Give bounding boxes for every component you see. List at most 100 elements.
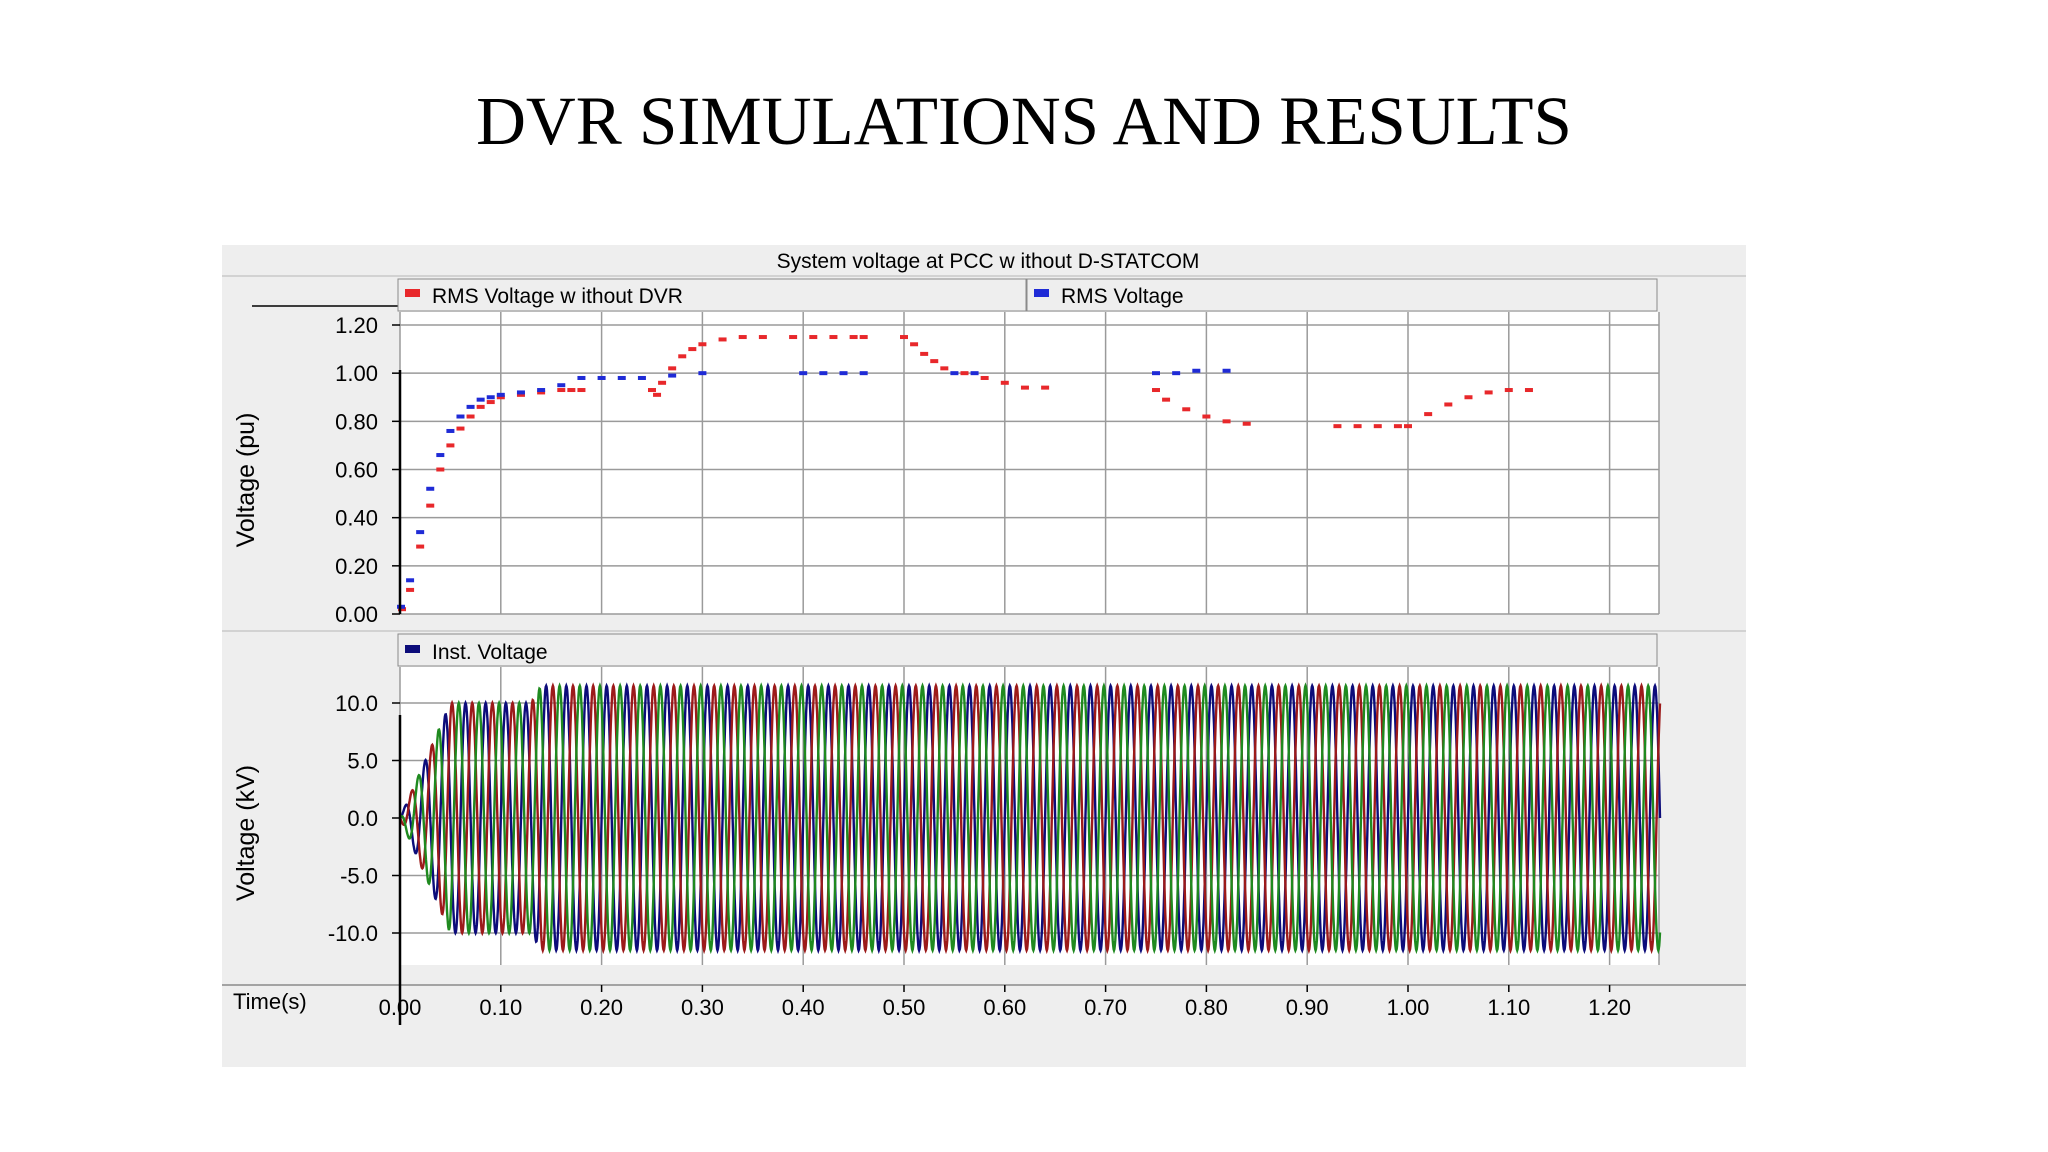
- rms-without-dvr-point: [1524, 388, 1533, 393]
- rms-without-dvr-point: [516, 392, 525, 397]
- rms-voltage-point: [597, 375, 606, 380]
- x-tick-label: 0.50: [883, 995, 926, 1020]
- x-tick-label: 0.70: [1084, 995, 1127, 1020]
- rms-voltage-point: [819, 371, 828, 376]
- x-tick-label: 0.40: [782, 995, 825, 1020]
- legend-swatch-rms-without-dvr: [405, 289, 420, 297]
- rms-voltage-point: [698, 371, 707, 376]
- x-tick-label: 1.20: [1588, 995, 1631, 1020]
- rms-without-dvr-point: [960, 371, 969, 376]
- x-tick-label: 0.90: [1286, 995, 1329, 1020]
- rms-without-dvr-point: [758, 335, 767, 340]
- rms-without-dvr-point: [1404, 424, 1412, 429]
- rms-voltage-point: [436, 453, 445, 458]
- slide-title: DVR SIMULATIONS AND RESULTS: [476, 83, 1572, 159]
- rms-without-dvr-point: [1222, 419, 1231, 424]
- rms-without-dvr-point: [466, 414, 475, 419]
- top-plot-area: [400, 312, 1659, 614]
- rms-without-dvr-point: [1182, 407, 1191, 412]
- legend-box-bottom: [397, 633, 1658, 667]
- legend-swatch-inst-voltage: [405, 645, 420, 653]
- rms-without-dvr-point: [809, 335, 818, 340]
- rms-voltage-point: [496, 392, 505, 397]
- rms-voltage-point: [799, 371, 808, 376]
- top-y-tick-label: 1.00: [335, 361, 378, 386]
- rms-voltage-point: [668, 373, 677, 378]
- bottom-y-tick-label: -5.0: [340, 864, 378, 889]
- rms-without-dvr-point: [446, 443, 455, 448]
- rms-voltage-point: [476, 397, 485, 402]
- bottom-ylabel: Voltage (kV): [232, 765, 260, 901]
- rms-without-dvr-point: [476, 404, 485, 409]
- rms-without-dvr-point: [567, 388, 576, 393]
- x-tick-label: 0.80: [1185, 995, 1228, 1020]
- rms-without-dvr-point: [849, 335, 858, 340]
- rms-without-dvr-point: [406, 587, 415, 592]
- rms-without-dvr-point: [1152, 388, 1160, 393]
- top-y-tick-label: 0.00: [335, 602, 378, 627]
- rms-without-dvr-point: [1464, 395, 1473, 400]
- rms-without-dvr-point: [920, 351, 929, 356]
- bottom-y-tick-label: 5.0: [347, 749, 378, 774]
- rms-without-dvr-point: [496, 395, 505, 400]
- rms-without-dvr-point: [653, 392, 662, 397]
- legend-box-left: [397, 278, 1027, 312]
- rms-without-dvr-point: [486, 400, 495, 405]
- rms-without-dvr-point: [698, 342, 707, 347]
- bottom-y-tick-label: -10.0: [328, 921, 378, 946]
- rms-without-dvr-point: [789, 335, 798, 340]
- legend-box-right: [1026, 278, 1658, 312]
- rms-without-dvr-point: [1444, 402, 1453, 407]
- rms-voltage-point: [859, 371, 868, 376]
- rms-without-dvr-point: [1202, 414, 1211, 419]
- x-tick-label: 0.10: [479, 995, 522, 1020]
- rms-voltage-point: [456, 414, 465, 419]
- top-series: [397, 335, 1533, 612]
- rms-without-dvr-point: [648, 388, 656, 393]
- rms-without-dvr-point: [537, 390, 546, 395]
- legend-label-inst-voltage: Inst. Voltage: [432, 641, 548, 664]
- top-y-tick-label: 1.20: [335, 313, 378, 338]
- rms-without-dvr-point: [577, 388, 586, 393]
- rms-voltage-point: [557, 383, 566, 388]
- rms-without-dvr-point: [1020, 385, 1029, 390]
- rms-without-dvr-point: [718, 337, 727, 342]
- rms-without-dvr-point: [1353, 424, 1362, 429]
- rms-voltage-point: [970, 371, 979, 376]
- rms-without-dvr-point: [1162, 397, 1171, 402]
- top-grid: [399, 312, 1660, 615]
- rms-without-dvr-point: [1000, 380, 1009, 385]
- x-tick-label: 1.10: [1487, 995, 1530, 1020]
- bottom-y-tick-label: 10.0: [335, 691, 378, 716]
- rms-without-dvr-point: [678, 354, 687, 359]
- rms-voltage-point: [406, 578, 415, 583]
- rms-voltage-point: [466, 404, 475, 409]
- rms-voltage-point: [617, 375, 626, 380]
- rms-without-dvr-point: [859, 335, 868, 340]
- bottom-y-tick-label: 0.0: [347, 806, 378, 831]
- rms-without-dvr-point: [980, 375, 989, 380]
- rms-without-dvr-point: [930, 359, 939, 364]
- top-y-tick-label: 0.60: [335, 458, 378, 483]
- top-ylabel: Voltage (pu): [232, 413, 260, 548]
- rms-without-dvr-point: [1424, 412, 1433, 417]
- rms-without-dvr-point: [658, 380, 667, 385]
- top-y-tick-label: 0.80: [335, 409, 378, 434]
- x-tick-label: 0.30: [681, 995, 724, 1020]
- rms-voltage-point: [1172, 371, 1181, 376]
- rms-voltage-point: [426, 486, 435, 491]
- x-tick-label: 0.20: [580, 995, 623, 1020]
- rms-without-dvr-point: [557, 388, 566, 393]
- rms-without-dvr-point: [1242, 421, 1251, 426]
- rms-voltage-point: [950, 371, 959, 376]
- legend-label-rms-voltage: RMS Voltage: [1061, 285, 1184, 308]
- rms-voltage-point: [1152, 371, 1160, 376]
- rms-voltage-point: [1192, 368, 1201, 373]
- rms-without-dvr-point: [738, 335, 747, 340]
- rms-without-dvr-point: [668, 366, 677, 371]
- top-chart-title: System voltage at PCC w ithout D-STATCOM: [777, 250, 1200, 273]
- legend-label-rms-without-dvr: RMS Voltage w ithout DVR: [432, 285, 683, 308]
- rms-voltage-point: [416, 530, 425, 535]
- x-tick-label: 1.00: [1387, 995, 1430, 1020]
- top-y-tick-label: 0.20: [335, 554, 378, 579]
